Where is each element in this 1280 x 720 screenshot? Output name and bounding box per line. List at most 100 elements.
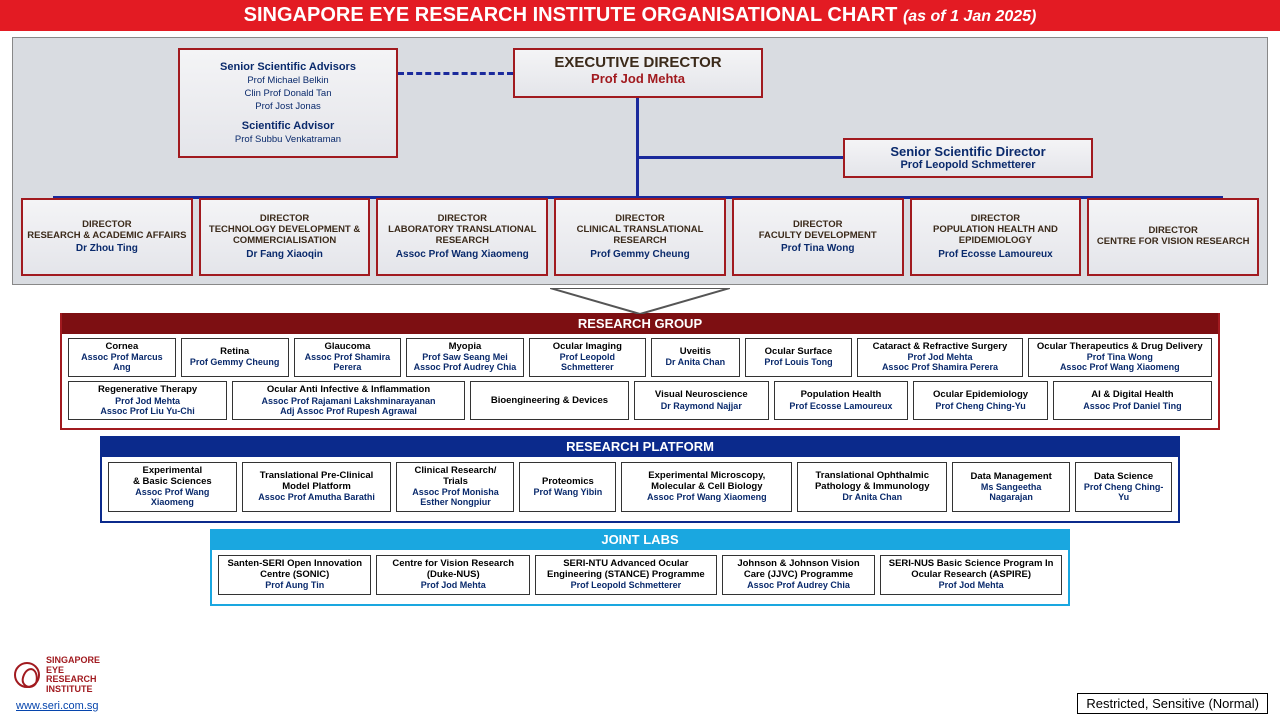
cell-title: Translational Ophthalmic Pathology & Imm… (803, 471, 941, 492)
cell-people: Prof Gemmy Cheung (187, 358, 283, 368)
advisor: Clin Prof Donald Tan (186, 88, 390, 99)
group-cell: MyopiaProf Saw Seang Mei Assoc Prof Audr… (406, 338, 523, 377)
cell-people: Assoc Prof Rajamani Lakshminarayanan Adj… (238, 397, 459, 417)
director-box: DIRECTOR TECHNOLOGY DEVELOPMENT & COMMER… (199, 198, 371, 276)
director-name: Assoc Prof Wang Xiaomeng (382, 249, 542, 260)
director-box: DIRECTOR POPULATION HEALTH AND EPIDEMIOL… (910, 198, 1082, 276)
cell-people: Assoc Prof Audrey Chia (728, 581, 869, 591)
group-cell: Regenerative TherapyProf Jod Mehta Assoc… (68, 381, 227, 420)
director-role: DIRECTOR POPULATION HEALTH AND EPIDEMIOL… (916, 214, 1076, 247)
joint-labs-row: Santen-SERI Open Innovation Centre (SONI… (218, 555, 1062, 595)
cell-title: Visual Neuroscience (640, 390, 763, 400)
cell-title: Uveitis (657, 347, 734, 357)
connector-dashed (398, 72, 513, 75)
research-group-row1: CorneaAssoc Prof Marcus AngRetinaProf Ge… (68, 338, 1212, 377)
group-cell: Translational Pre-Clinical Model Platfor… (242, 462, 392, 512)
advisors-header2: Scientific Advisor (186, 120, 390, 132)
group-cell: Data ScienceProf Cheng Ching-Yu (1075, 462, 1172, 512)
cell-title: Data Science (1081, 472, 1166, 482)
cell-people: Prof Saw Seang Mei Assoc Prof Audrey Chi… (412, 353, 517, 373)
cell-title: Glaucoma (300, 342, 396, 352)
group-cell: Johnson & Johnson Vision Care (JJVC) Pro… (722, 555, 875, 595)
advisor: Prof Michael Belkin (186, 75, 390, 86)
group-cell: Experimental Microscopy, Molecular & Cel… (621, 462, 792, 512)
research-platform-row: Experimental & Basic SciencesAssoc Prof … (108, 462, 1172, 512)
cell-people: Dr Anita Chan (803, 493, 941, 503)
group-cell: Ocular EpidemiologyProf Cheng Ching-Yu (913, 381, 1048, 420)
seri-logo-text: SINGAPORE EYE RESEARCH INSTITUTE (46, 656, 100, 694)
group-cell: Visual Neuroscience Dr Raymond Najjar (634, 381, 769, 420)
director-role: DIRECTOR FACULTY DEVELOPMENT (738, 220, 898, 242)
cell-title: Experimental Microscopy, Molecular & Cel… (627, 471, 786, 492)
title-main: SINGAPORE EYE RESEARCH INSTITUTE ORGANIS… (244, 4, 898, 26)
advisors-box: Senior Scientific Advisors Prof Michael … (178, 48, 398, 158)
website-link[interactable]: www.seri.com.sg (16, 700, 99, 712)
cell-title: Johnson & Johnson Vision Care (JJVC) Pro… (728, 559, 869, 580)
cell-people: Prof Louis Tong (751, 358, 847, 368)
executive-role: EXECUTIVE DIRECTOR (521, 54, 755, 71)
cell-people: Assoc Prof Shamira Perera (300, 353, 396, 373)
cell-title: Ocular Anti Infective & Inflammation (238, 385, 459, 395)
director-role: DIRECTOR RESEARCH & ACADEMIC AFFAIRS (27, 220, 187, 242)
cell-people: Prof Ecosse Lamoureux (780, 402, 903, 412)
advisor: Prof Jost Jonas (186, 101, 390, 112)
group-cell: SERI-NUS Basic Science Program In Ocular… (880, 555, 1062, 595)
cell-people: Prof Leopold Schmetterer (541, 581, 711, 591)
cell-title: Clinical Research/ Trials (402, 466, 508, 487)
classification-label: Restricted, Sensitive (Normal) (1077, 693, 1268, 714)
cell-people: Prof Leopold Schmetterer (535, 353, 640, 373)
cell-people: Assoc Prof Daniel Ting (1059, 402, 1206, 412)
cell-title: Ocular Therapeutics & Drug Delivery (1034, 342, 1206, 352)
executive-name: Prof Jod Mehta (521, 71, 755, 86)
director-name: Prof Gemmy Cheung (560, 249, 720, 260)
cell-title: Experimental & Basic Sciences (114, 466, 231, 487)
cell-people: Prof Aung Tin (224, 581, 365, 591)
cell-title: Data Management (958, 472, 1064, 482)
cell-people: Prof Cheng Ching-Yu (919, 402, 1042, 412)
cell-people: Prof Tina Wong Assoc Prof Wang Xiaomeng (1034, 353, 1206, 373)
cell-people: Assoc Prof Amutha Barathi (248, 493, 386, 503)
seri-logo-mark (14, 662, 40, 688)
cell-title: Myopia (412, 342, 517, 352)
joint-labs-title: JOINT LABS (212, 529, 1068, 550)
connector-h-ssd (636, 156, 843, 159)
group-cell: Data ManagementMs Sangeetha Nagarajan (952, 462, 1070, 512)
cell-people: Prof Wang Yibin (525, 488, 610, 498)
group-cell: Santen-SERI Open Innovation Centre (SONI… (218, 555, 371, 595)
cell-title: Cornea (74, 342, 170, 352)
research-group-row2: Regenerative TherapyProf Jod Mehta Assoc… (68, 381, 1212, 420)
director-name: Dr Fang Xiaoqin (205, 249, 365, 260)
group-cell: Translational Ophthalmic Pathology & Imm… (797, 462, 947, 512)
cell-people: Assoc Prof Wang Xiaomeng (627, 493, 786, 503)
cell-people: Prof Jod Mehta Assoc Prof Shamira Perera (863, 353, 1016, 373)
group-cell: Ocular Anti Infective & Inflammation Asso… (232, 381, 465, 420)
director-box: DIRECTOR LABORATORY TRANSLATIONAL RESEAR… (376, 198, 548, 276)
director-role: DIRECTOR LABORATORY TRANSLATIONAL RESEAR… (382, 214, 542, 247)
director-box: DIRECTOR RESEARCH & ACADEMIC AFFAIRSDr Z… (21, 198, 193, 276)
down-arrow-icon (550, 288, 730, 314)
group-cell: ProteomicsProf Wang Yibin (519, 462, 616, 512)
group-cell: CorneaAssoc Prof Marcus Ang (68, 338, 176, 377)
connector-v-exec (636, 98, 639, 198)
group-cell: Population HealthProf Ecosse Lamoureux (774, 381, 909, 420)
seri-logo: SINGAPORE EYE RESEARCH INSTITUTE (14, 656, 100, 694)
advisor: Prof Subbu Venkatraman (186, 134, 390, 145)
cell-people: Assoc Prof Wang Xiaomeng (114, 488, 231, 508)
cell-title: Centre for Vision Research (Duke-NUS) (382, 559, 523, 580)
director-box: DIRECTOR CENTRE FOR VISION RESEARCH (1087, 198, 1259, 276)
directors-row: DIRECTOR RESEARCH & ACADEMIC AFFAIRSDr Z… (21, 198, 1259, 276)
senior-scientific-director-box: Senior Scientific Director Prof Leopold … (843, 138, 1093, 178)
group-cell: Experimental & Basic SciencesAssoc Prof … (108, 462, 237, 512)
group-cell: Bioengineering & Devices (470, 381, 629, 420)
research-group-section: RESEARCH GROUP CorneaAssoc Prof Marcus A… (60, 313, 1220, 430)
group-cell: Ocular ImagingProf Leopold Schmetterer (529, 338, 646, 377)
director-name: Prof Tina Wong (738, 243, 898, 254)
cell-title: Ocular Surface (751, 347, 847, 357)
cell-people: Dr Anita Chan (657, 358, 734, 368)
group-cell: AI & Digital HealthAssoc Prof Daniel Tin… (1053, 381, 1212, 420)
group-cell: Cataract & Refractive SurgeryProf Jod Me… (857, 338, 1022, 377)
cell-people: Dr Raymond Najjar (640, 402, 763, 412)
research-group-title: RESEARCH GROUP (62, 313, 1218, 334)
cell-people: Prof Cheng Ching-Yu (1081, 483, 1166, 503)
cell-people: Prof Jod Mehta Assoc Prof Liu Yu-Chi (74, 397, 221, 417)
